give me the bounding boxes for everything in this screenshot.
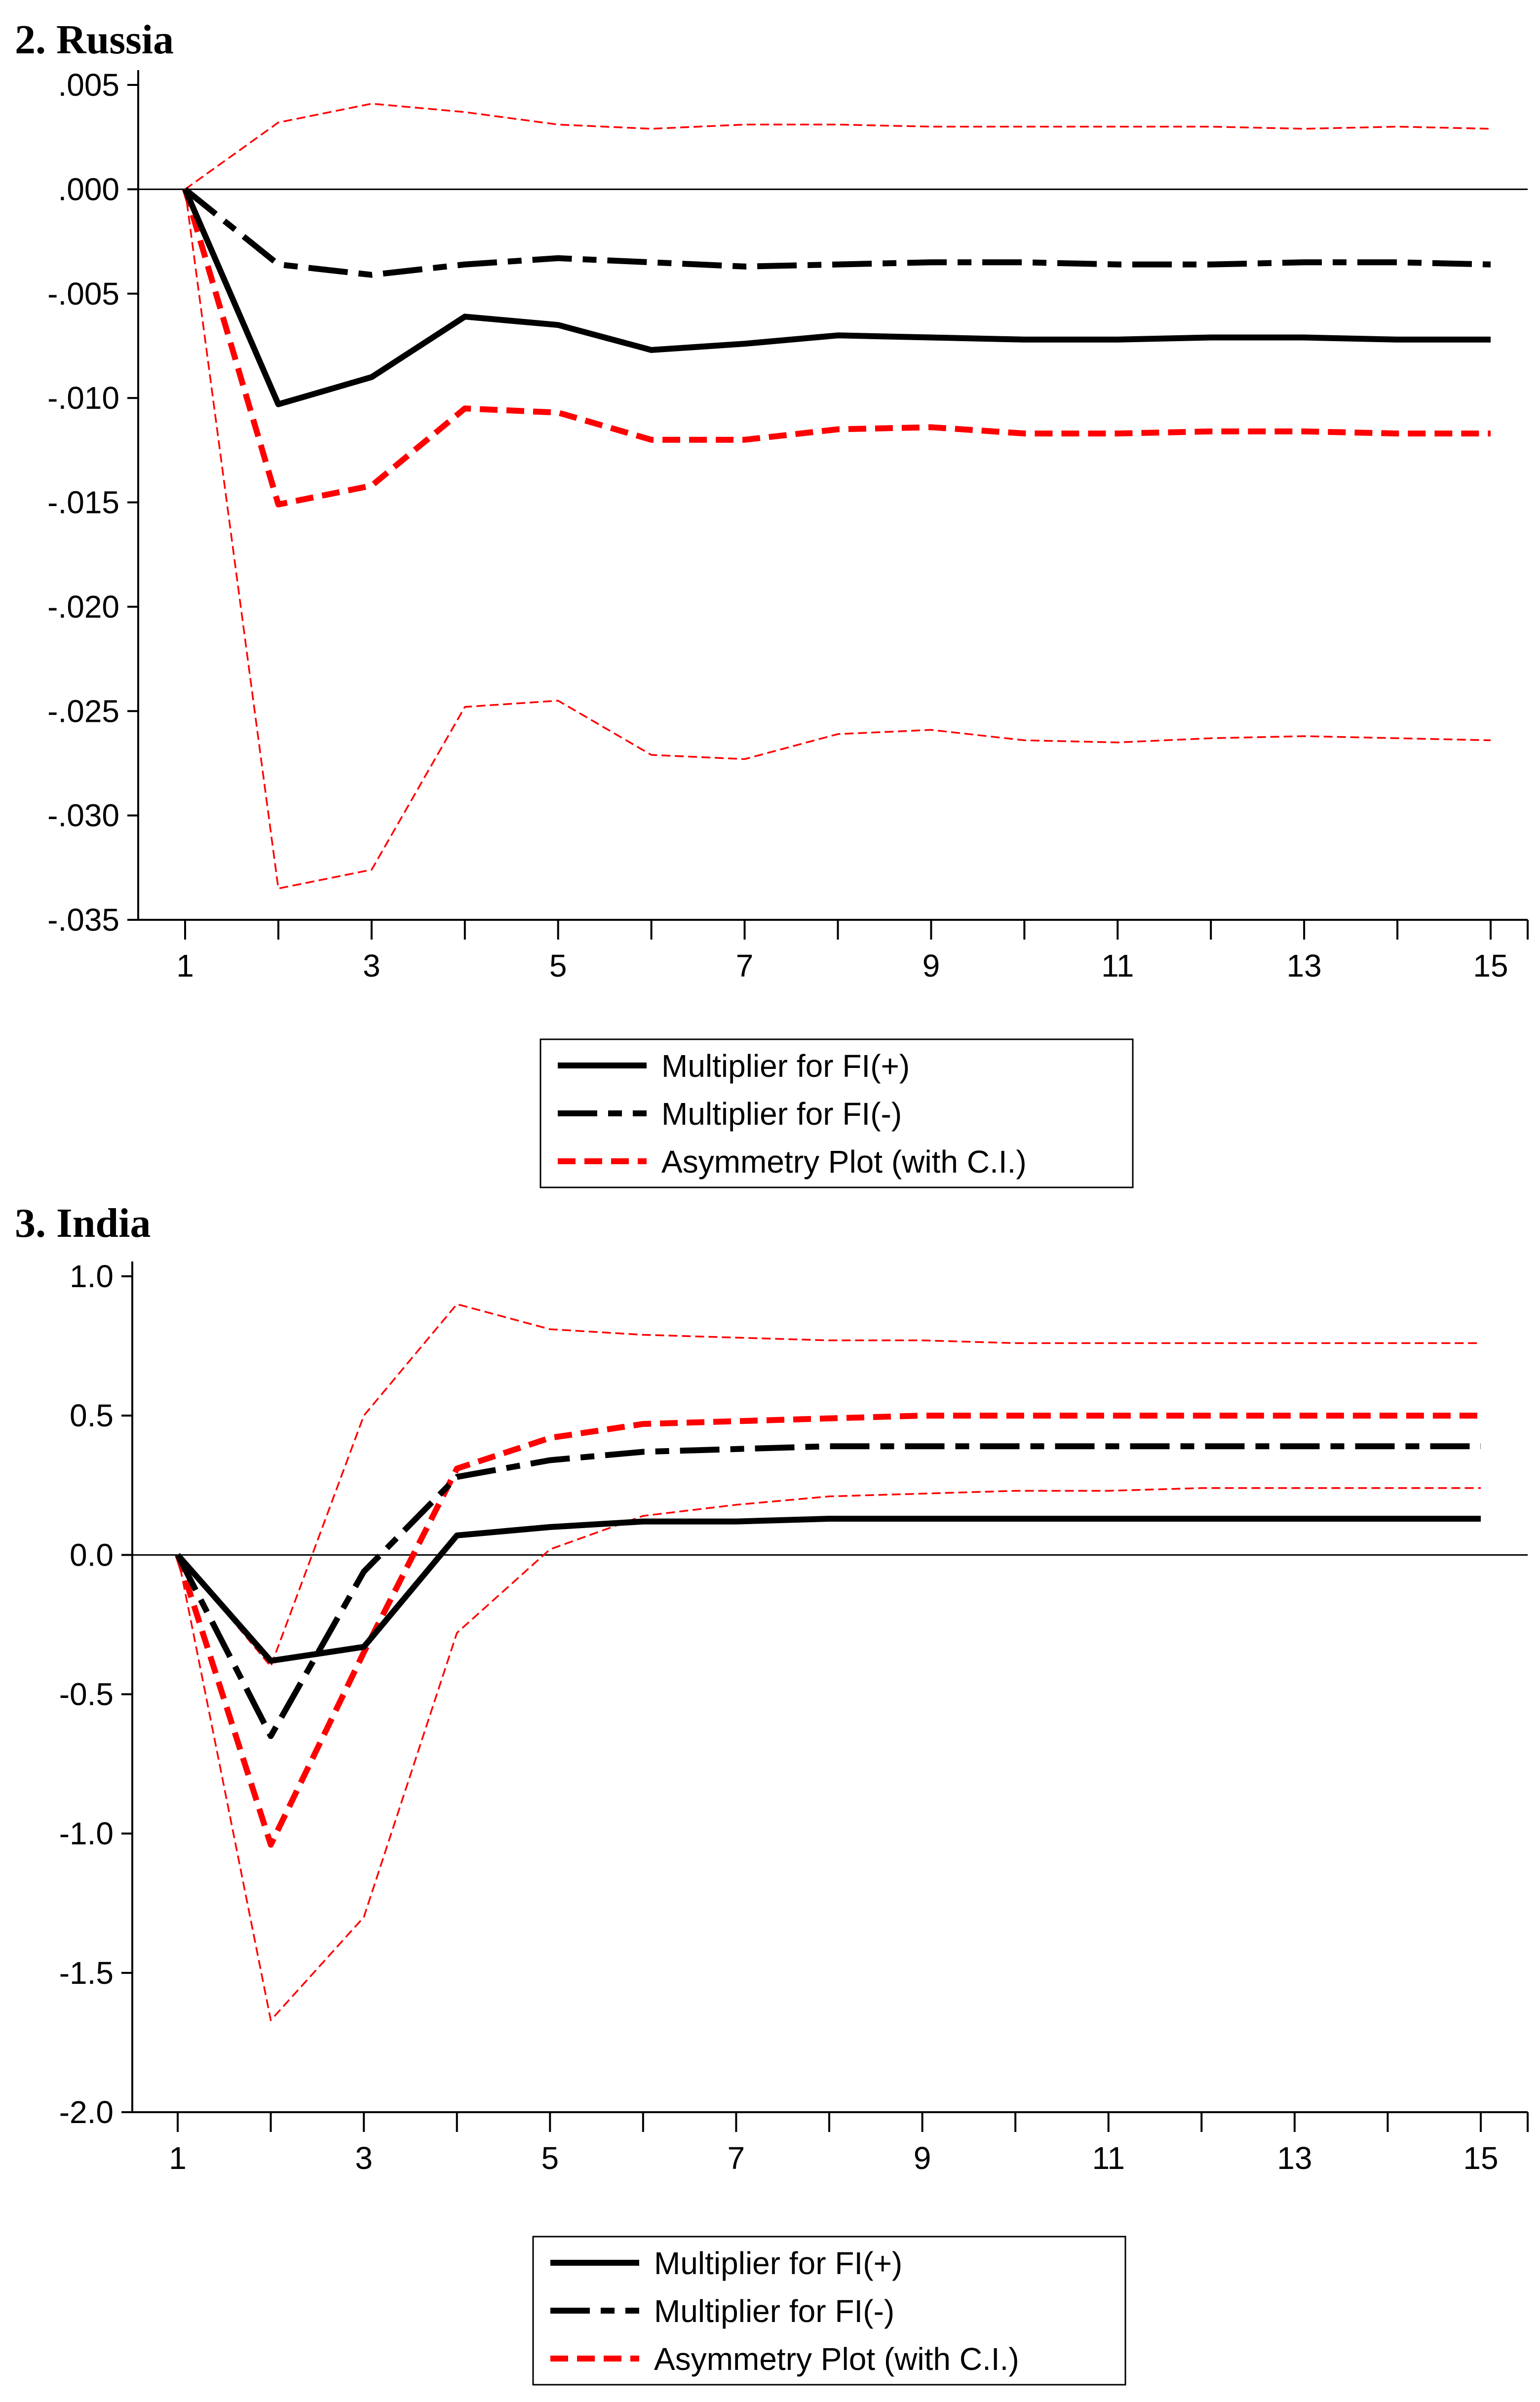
x-tick-label: 11	[1092, 2140, 1124, 2176]
y-tick-label: -0.5	[59, 1677, 114, 1712]
series-line-asymmetry-plot-with-c-i	[175, 1413, 1481, 1848]
y-tick-label: -1.0	[59, 1816, 114, 1851]
x-tick-label: 11	[1101, 948, 1134, 984]
legend: Multiplier for FI(+) Multiplier for FI(-…	[532, 2236, 1126, 2386]
y-tick-label: -.010	[47, 380, 119, 416]
y-tick-label: .005	[58, 67, 119, 103]
y-tick-label: .000	[58, 171, 119, 207]
series-line-multiplier-for-fi	[175, 1516, 1481, 1664]
x-tick-label: 7	[728, 2140, 745, 2176]
x-tick-label: 9	[914, 2140, 931, 2176]
x-tick-label: 5	[541, 2140, 559, 2176]
legend-box	[532, 2236, 1126, 2386]
x-tick-label: 13	[1277, 2140, 1312, 2176]
y-tick-label: -.035	[47, 902, 119, 938]
plot-area: 1.00.50.0-0.5-1.0-1.5-2.01 3 5 7 9 11 13 15	[59, 1259, 1529, 2176]
x-tick-label: 15	[1463, 2140, 1498, 2176]
legend-label-fi-plus: Multiplier for FI(+)	[654, 2245, 902, 2281]
x-tick-label: 15	[1473, 948, 1508, 984]
y-tick-label: -.005	[47, 276, 119, 312]
legend: Multiplier for FI(+) Multiplier for FI(-…	[539, 1038, 1134, 1188]
y-tick-label: -.025	[47, 693, 119, 729]
x-tick-label: 1	[169, 2140, 187, 2176]
y-tick-label: -2.0	[59, 2094, 114, 2130]
series-line-lower-c-i	[184, 189, 1491, 890]
y-tick-label: -.020	[47, 589, 119, 625]
series-line-multiplier-for-fi	[183, 187, 1491, 278]
x-tick-label: 7	[736, 948, 754, 984]
series-group	[182, 103, 1491, 890]
x-tick-label: 9	[923, 948, 940, 984]
chart-russia: 2. Russia .005 .000 -.005 -.010 -.015 -.020 -.…	[15, 17, 1529, 1188]
series-line-asymmetry-plot-with-c-i	[182, 188, 1491, 508]
x-tick-label: 1	[176, 948, 194, 984]
plot-area: .005 .000 -.005 -.010 -.015 -.020 -.025 -.030 -.…	[47, 67, 1529, 984]
legend-label-fi-minus: Multiplier for FI(-)	[654, 2293, 894, 2329]
y-tick-label: 0.5	[70, 1398, 114, 1433]
y-tick-label: -.015	[47, 485, 119, 520]
series-group	[175, 1303, 1481, 2021]
chart-title: 3. India	[15, 1200, 151, 1246]
x-tick-label: 3	[355, 2140, 373, 2176]
series-line-upper-c-i	[184, 103, 1491, 190]
chart-title: 2. Russia	[15, 17, 174, 63]
legend-label-asymmetry: Asymmetry Plot (with C.I.)	[661, 1144, 1027, 1180]
legend-label-asymmetry: Asymmetry Plot (with C.I.)	[654, 2341, 1019, 2377]
series-line-multiplier-for-fi	[175, 1443, 1481, 1739]
legend-label-fi-plus: Multiplier for FI(+)	[661, 1048, 910, 1084]
x-tick-label: 3	[363, 948, 381, 984]
y-tick-label: -1.5	[59, 1955, 114, 1991]
x-tick-label: 5	[549, 948, 567, 984]
y-tick-label: 1.0	[70, 1259, 114, 1294]
y-tick-label: 0.0	[70, 1537, 114, 1573]
series-line-lower-c-i	[177, 1487, 1481, 2021]
legend-label-fi-minus: Multiplier for FI(-)	[661, 1096, 902, 1132]
chart-india: 3. India 1.00.50.0-0.5-1.0-1.5-2.01 3 5 7 9 1…	[15, 1200, 1529, 2386]
series-line-multiplier-for-fi	[182, 188, 1491, 407]
x-tick-label: 13	[1287, 948, 1322, 984]
y-tick-label: -.030	[47, 798, 119, 833]
legend-box	[539, 1038, 1134, 1188]
series-line-upper-c-i	[177, 1303, 1481, 1667]
